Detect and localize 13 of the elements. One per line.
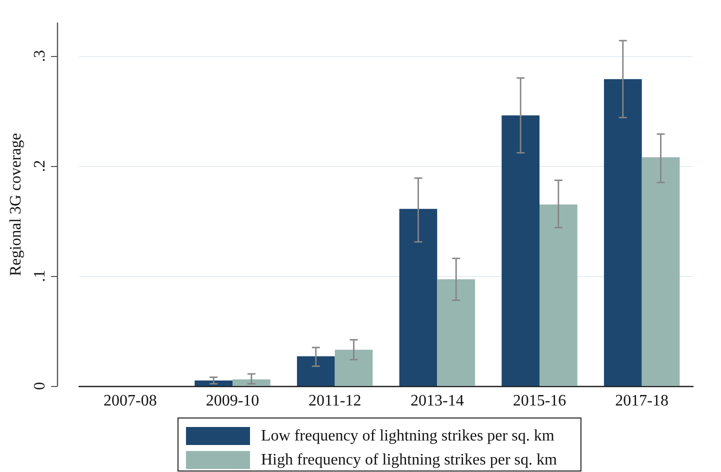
x-tick-label: 2017-18 [615, 392, 668, 410]
y-tick-label: .1 [32, 270, 48, 282]
x-tick-label: 2007-08 [104, 392, 157, 410]
x-tick-label: 2011-12 [308, 392, 362, 410]
y-tick-label: 0 [32, 382, 48, 390]
legend-label: High frequency of lightning strikes per sq. km [261, 452, 558, 468]
x-tick-label: 2013-14 [410, 392, 464, 410]
legend-label: Low frequency of lightning strikes per sq. km [261, 428, 555, 444]
y-axis-title: Regional 3G coverage [8, 132, 24, 276]
x-tick-label: 2009-10 [206, 392, 260, 410]
x-tick-label: 2015-16 [512, 392, 566, 410]
y-tick-label: .2 [32, 160, 48, 172]
y-tick-label: .3 [32, 50, 48, 62]
